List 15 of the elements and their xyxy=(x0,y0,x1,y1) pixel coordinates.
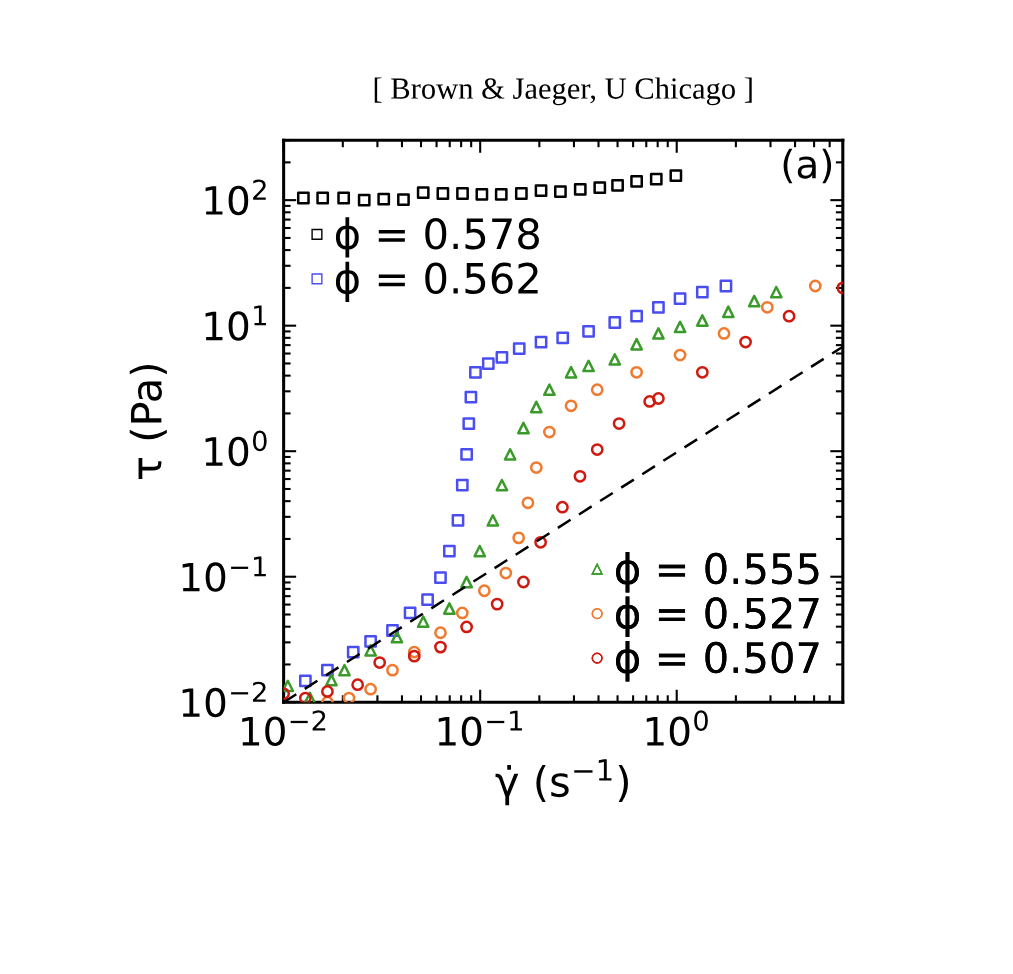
y-axis-title: τ (Pa) xyxy=(129,365,167,480)
legend-label: ϕ = 0.562 xyxy=(335,261,538,303)
legend-label: ϕ = 0.507 xyxy=(616,641,819,682)
y-tick-label: 10$^{1}$ xyxy=(205,305,266,341)
y-tick-label: 10$^{2}$ xyxy=(205,179,266,216)
chart-title: [ Brown & Jaeger, U Chicago ] xyxy=(374,77,752,106)
y-tick-label: 10$^{0}$ xyxy=(205,430,267,467)
x-axis-title: γ̇ (s$^{−1}$) xyxy=(495,759,628,806)
legend-label: ϕ = 0.578 xyxy=(335,217,539,258)
y-tick-label: 10$^{−1}$ xyxy=(182,556,266,592)
x-tick-label: 10$^{0}$ xyxy=(646,710,708,746)
legend-label: ϕ = 0.555 xyxy=(616,552,819,593)
legend-label: ϕ = 0.527 xyxy=(616,596,819,637)
x-tick-label: 10$^{−1}$ xyxy=(438,710,522,746)
annotation: (a) xyxy=(783,148,832,184)
